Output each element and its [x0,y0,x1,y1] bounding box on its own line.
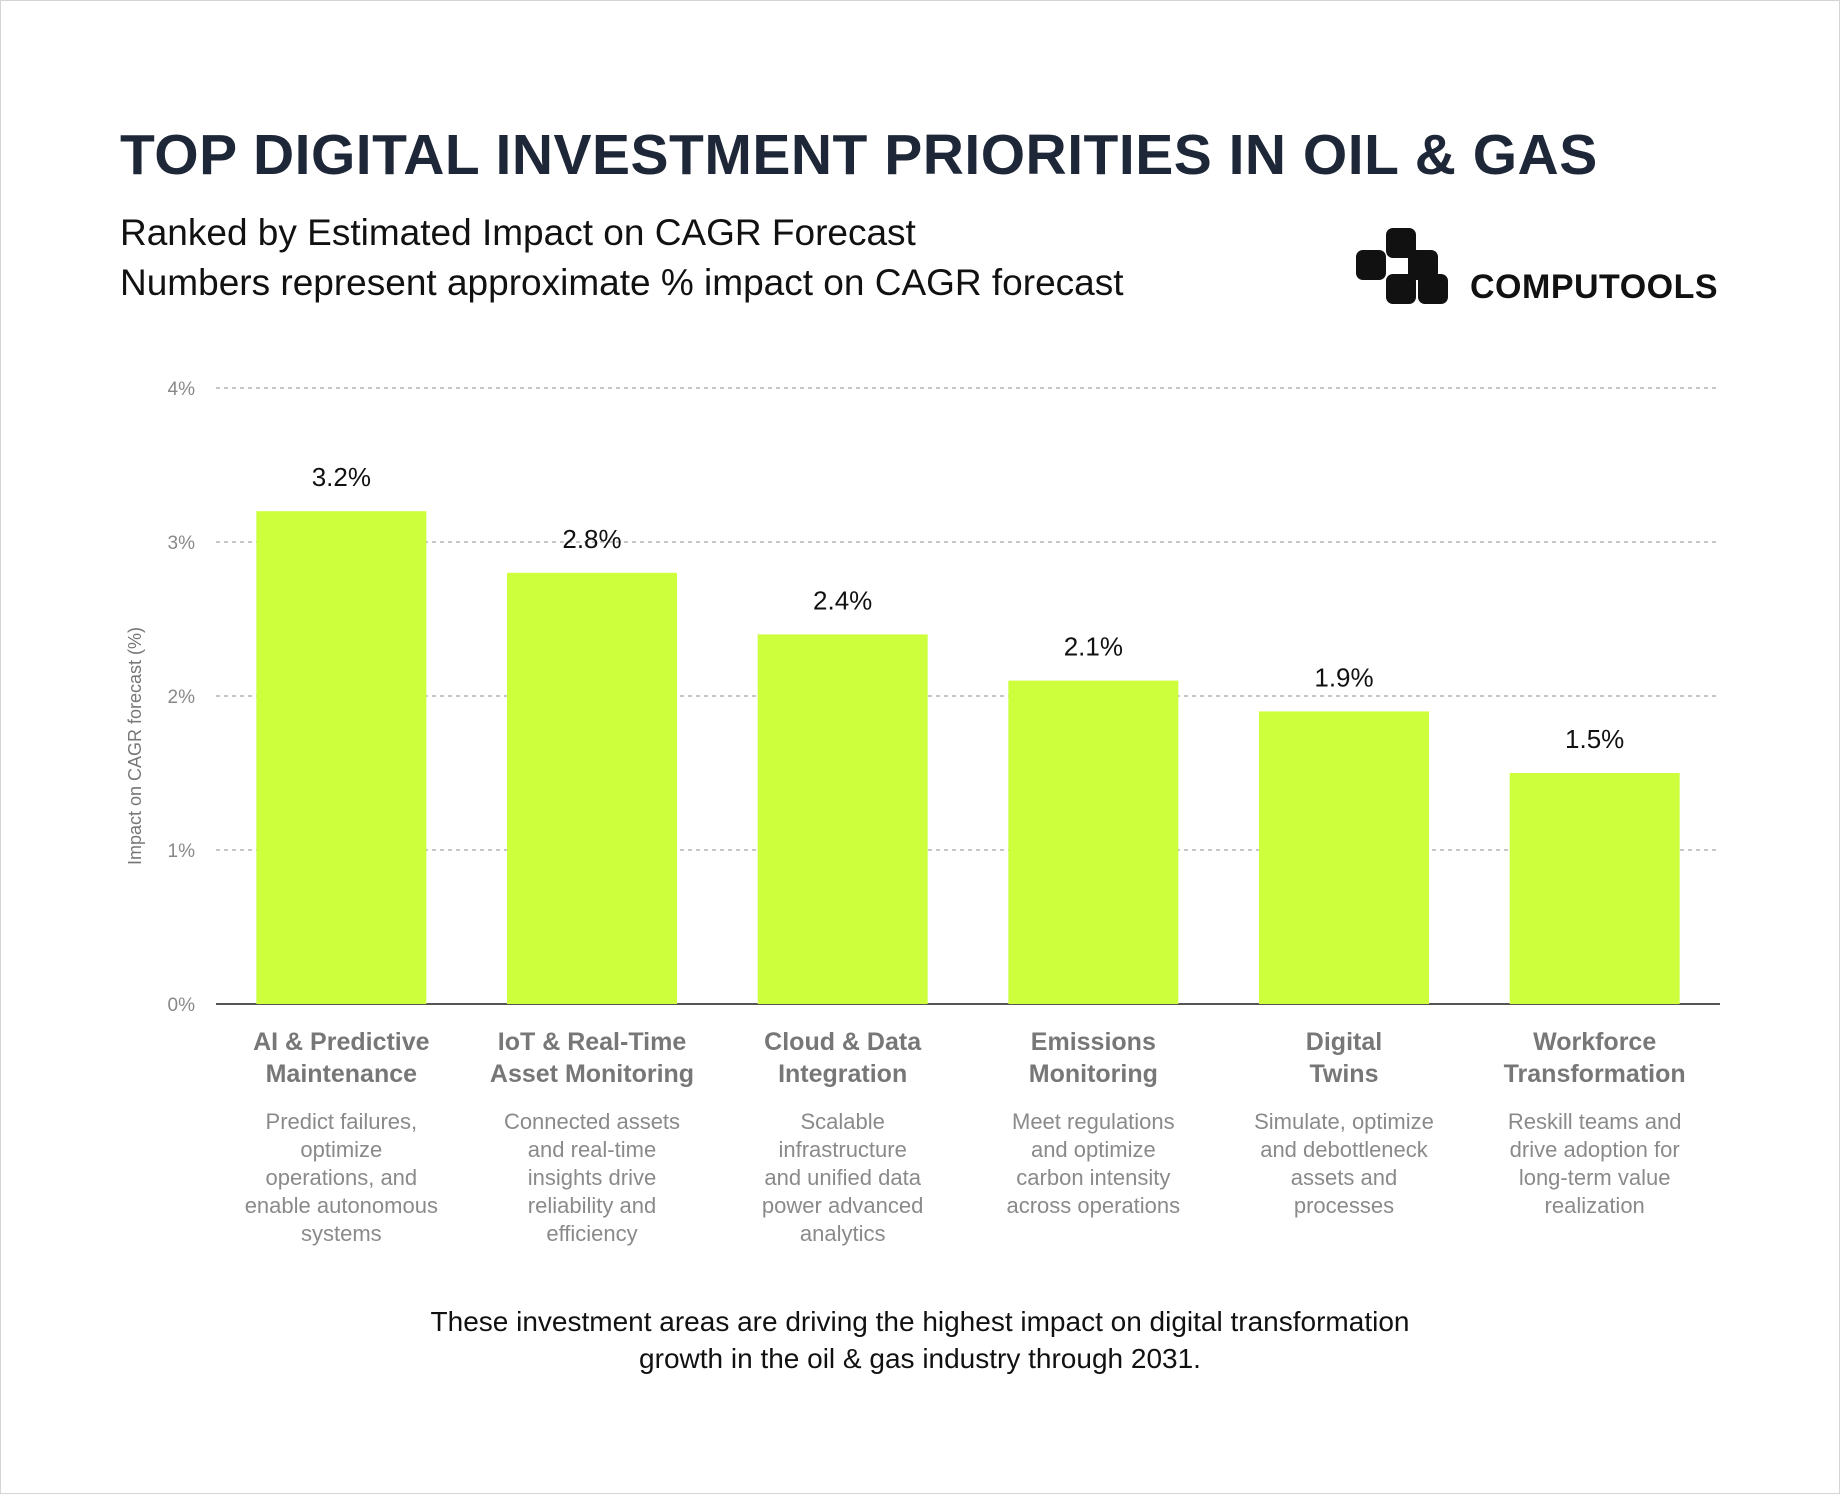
bar-value-label: 2.1% [1064,632,1123,662]
x-tick-label: Workforce Transformation [1503,1028,1686,1088]
bar [1259,711,1429,1004]
x-tick-label: Emissions Monitoring [1028,1028,1158,1088]
y-tick-label: 4% [168,379,196,400]
category-description: Predict failures, optimize operations, a… [244,1109,438,1246]
category-label-block: Emissions Monitoring Meet regulations and… [975,1026,1211,1220]
y-tick-label: 0% [168,995,196,1016]
x-tick-label: Cloud & Data Integration [764,1028,922,1088]
category-label-block: Cloud & Data Integration Scalable infrast… [725,1026,961,1248]
bar-value-label: 1.5% [1565,724,1624,754]
category-description: Connected assets and real-time insights … [503,1109,681,1246]
chart-subtitle: Ranked by Estimated Impact on CAGR Forec… [120,208,1124,308]
y-tick-label: 1% [168,841,196,862]
bar-value-label: 1.9% [1314,662,1373,692]
category-label-block: Digital Twins Simulate, optimize and debo… [1226,1026,1462,1220]
subtitle-line-1: Ranked by Estimated Impact on CAGR Forec… [120,212,916,253]
bar [507,572,677,1004]
y-tick-label: 2% [168,687,196,708]
category-description: Simulate, optimize and debottleneck asse… [1254,1109,1434,1218]
bar [757,634,928,1004]
bar-value-label: 3.2% [312,462,371,492]
bar [1509,773,1680,1004]
category-description: Scalable infrastructure and unified data… [761,1109,924,1246]
bar-value-label: 2.4% [813,585,872,615]
brand-name: COMPUTOOLS [1470,268,1719,306]
chart-title: TOP DIGITAL INVESTMENT PRIORITIES IN OIL… [120,123,1598,187]
category-label-block: Workforce Transformation Reskill teams an… [1477,1026,1713,1220]
category-description: Reskill teams and drive adoption for lon… [1507,1109,1682,1218]
x-tick-label: Digital Twins [1305,1028,1383,1088]
footnote: These investment areas are driving the h… [430,1306,1410,1374]
bar [256,511,427,1004]
x-tick-label: AI & Predictive Maintenance [253,1028,430,1088]
y-axis-title: Impact on CAGR forecast (%) [125,627,145,865]
x-tick-label: IoT & Real-Time Asset Monitoring [489,1028,695,1088]
y-tick-label: 3% [168,533,196,554]
bar-value-label: 2.8% [562,524,621,554]
category-label-block: AI & Predictive Maintenance Predict failu… [223,1026,459,1248]
computools-logo-icon [1356,228,1448,304]
subtitle-line-2: Numbers represent approximate % impact o… [120,262,1124,303]
category-label-block: IoT & Real-Time Asset Monitoring Connecte… [474,1026,710,1248]
category-description: Meet regulations and optimize carbon int… [1006,1109,1181,1218]
bar [1008,680,1179,1004]
